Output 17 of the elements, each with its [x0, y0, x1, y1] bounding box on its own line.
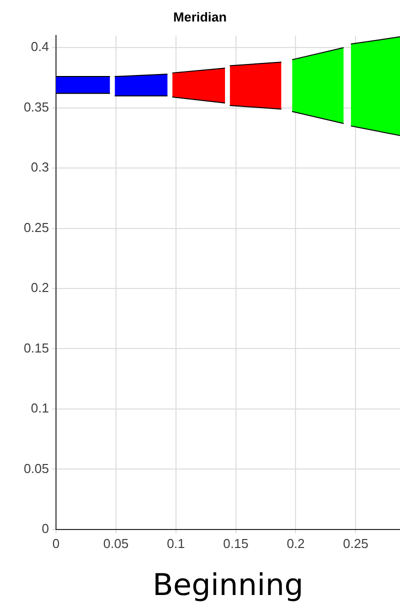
- x-tick-label: 0.2: [286, 536, 305, 551]
- x-tick-label: 0.15: [223, 536, 248, 551]
- x-tick-label: 0.1: [166, 536, 185, 551]
- y-tick-label: 0.05: [24, 460, 49, 476]
- y-tick-label: 0.3: [30, 160, 49, 175]
- y-tick-label: 0: [42, 520, 49, 536]
- y-tick-label: 0.15: [24, 340, 49, 356]
- x-tick-label: 0: [52, 536, 60, 551]
- x-axis-title: Beginning: [152, 568, 304, 603]
- x-tick-label: 0.05: [103, 536, 129, 551]
- y-tick-label: 0.1: [30, 400, 49, 416]
- y-tick-label: 0.35: [24, 99, 49, 114]
- y-tick-label: 0.4: [30, 39, 49, 54]
- chart-title: Meridian: [173, 9, 227, 24]
- y-tick-label: 0.2: [30, 280, 49, 296]
- y-tick-label: 0.25: [24, 220, 49, 235]
- x-tick-label: 0.25: [342, 536, 368, 551]
